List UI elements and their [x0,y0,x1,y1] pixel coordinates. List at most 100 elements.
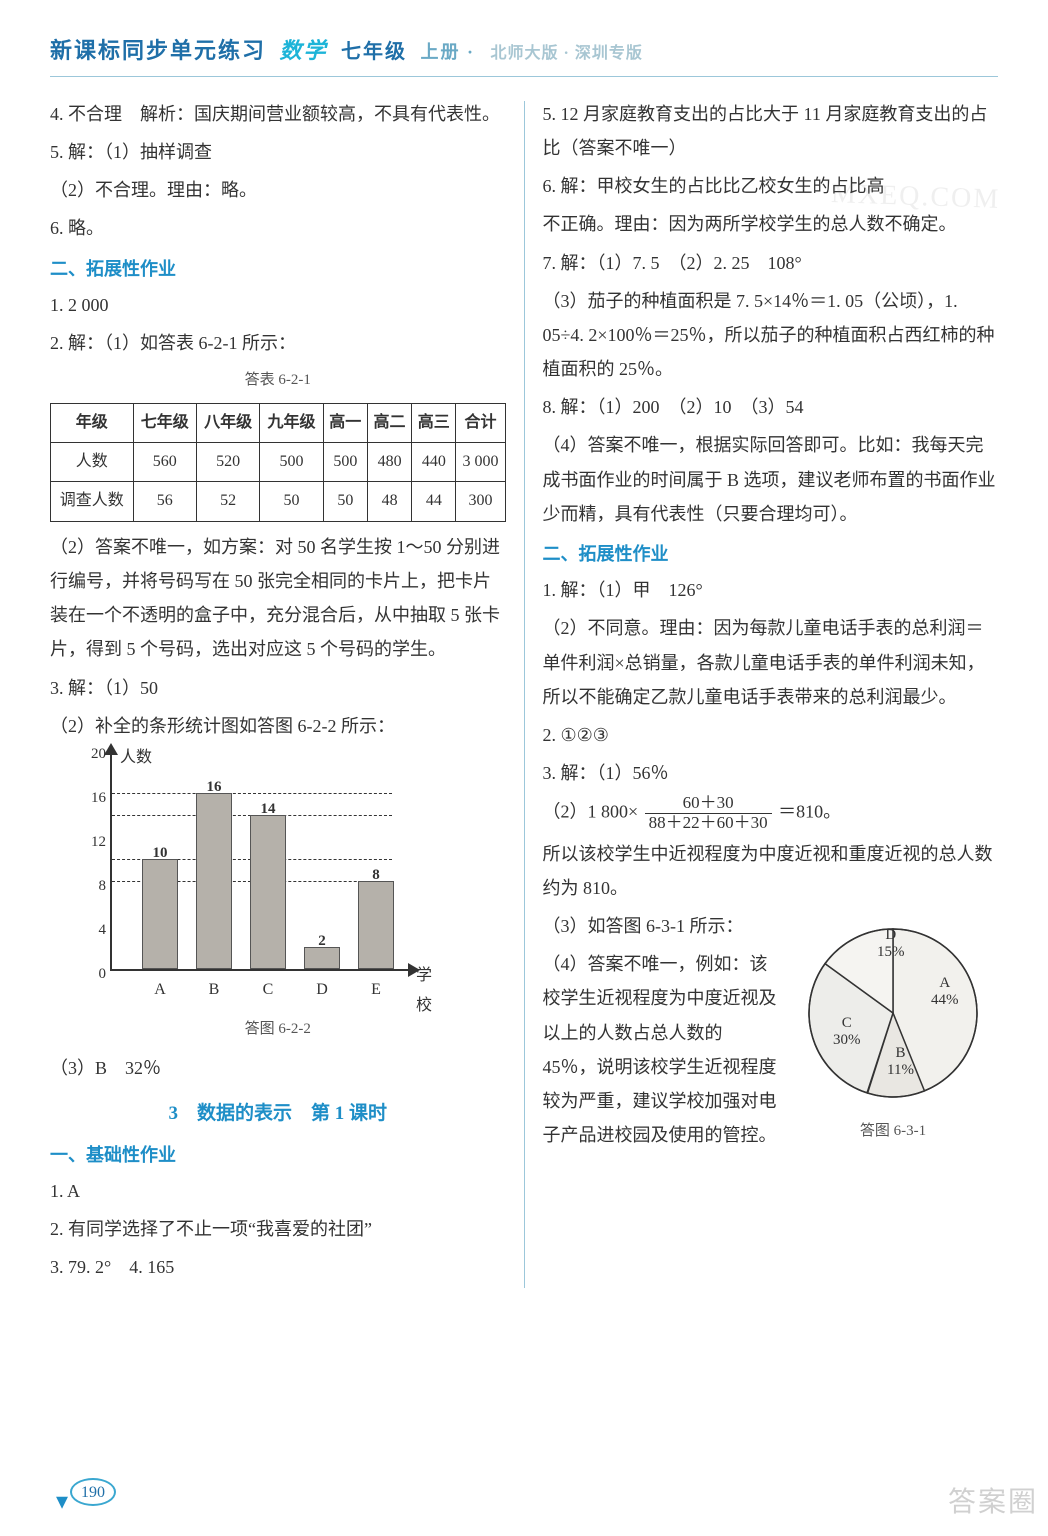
watermark-url: MXEQ.COM [830,167,1001,226]
barchart-caption: 答图 6-2-2 [50,1015,506,1044]
t1a: 1. 解：（1）甲 126° [542,573,998,607]
page-number: 190 [70,1478,116,1506]
table-cell: 3 000 [456,443,505,482]
r7b: （3）茄子的种植面积是 7. 5×14％＝1. 05（公顷），1. 05÷4. … [542,284,998,387]
y-tick-label: 12 [78,828,106,857]
x-tick-label: C [250,975,286,1005]
book-header: 新课标同步单元练习 数学 七年级 上册 · 北师大版 · 深圳专版 [50,30,998,72]
x-tick-label: E [358,975,394,1005]
y-tick-label: 0 [78,960,106,989]
bar-value-label: 10 [142,839,178,868]
basic-2: 2. 有同学选择了不止一项“我喜爱的社团” [50,1212,506,1246]
basic-3-4: 3. 79. 2° 4. 165 [50,1250,506,1284]
bar [196,793,232,969]
y-axis-arrow-icon [104,743,118,755]
page-number-badge: ▾ 190 [70,1474,120,1514]
section-extend-left: 二、拓展性作业 [50,252,506,286]
column-divider [524,101,525,1289]
table-cell: 56 [133,482,196,521]
bar-chart-6-2-2: 人数 学校 04812162010A16B14C2D8E [70,749,430,1009]
table-cell: 50 [260,482,323,521]
ext-3c: （3）B 32％ [50,1051,506,1085]
table-cell: 人数 [51,443,134,482]
table-cell: 调查人数 [51,482,134,521]
frac-prefix: （2）1 800× [542,802,638,822]
table-col-header: 八年级 [196,403,259,442]
ext-1: 1. 2 000 [50,288,506,322]
bar-value-label: 8 [358,861,394,890]
header-volume: 上册 · [421,42,476,62]
y-tick-label: 4 [78,916,106,945]
page-arrow-icon: ▾ [56,1480,68,1526]
ext-2a: 2. 解：（1）如答表 6-2-1 所示： [50,326,506,360]
right-column: 5. 12 月家庭教育支出的占比大于 11 月家庭教育支出的占比（答案不唯一） … [542,97,998,1289]
y-axis-label: 人数 [120,743,152,773]
table-cell: 50 [323,482,367,521]
q5-2: （2）不合理。理由：略。 [50,173,506,207]
r5: 5. 12 月家庭教育支出的占比大于 11 月家庭教育支出的占比（答案不唯一） [542,97,998,165]
x-axis [110,969,410,971]
table-header-row: 年级七年级八年级九年级高一高二高三合计 [51,403,506,442]
table-col-header: 年级 [51,403,134,442]
table-col-header: 九年级 [260,403,323,442]
table-row: 调查人数565250504844300 [51,482,506,521]
chapter-title: 3 数据的表示 第 1 课时 [50,1096,506,1132]
pie-label-c: C30% [833,1015,861,1050]
t3a: 3. 解：（1）56％ [542,756,998,790]
fraction-numerator: 60＋30 [645,794,772,814]
table-cell: 560 [133,443,196,482]
bar [358,881,394,969]
t2: 2. ①②③ [542,718,998,752]
basic-1: 1. A [50,1174,506,1208]
watermark-text: 答案圈 [948,1475,1038,1528]
table-col-header: 七年级 [133,403,196,442]
x-tick-label: B [196,975,232,1005]
left-column: 4. 不合理 解析：国庆期间营业额较高，不具有代表性。 5. 解：（1）抽样调查… [50,97,506,1289]
table-cell: 44 [412,482,456,521]
bar-value-label: 14 [250,795,286,824]
section-extend-right: 二、拓展性作业 [542,537,998,571]
header-subject: 数学 [280,38,328,63]
t3b2: 所以该校学生中近视程度为中度近视和重度近视的总人数约为 810。 [542,837,998,905]
header-grade: 七年级 [341,41,407,63]
gridline-dash [112,793,392,794]
table-cell: 52 [196,482,259,521]
table-cell: 500 [323,443,367,482]
section-basic: 一、基础性作业 [50,1138,506,1172]
pie-chart-6-3-1: A44% B11% C30% D15% [793,913,993,1113]
pie-chart-block: A44% B11% C30% D15% 答图 6-3-1 [788,913,998,1154]
table-cell: 480 [367,443,411,482]
table-cell: 500 [260,443,323,482]
table-col-header: 合计 [456,403,505,442]
q6: 6. 略。 [50,211,506,245]
t3-fraction-line: （2）1 800× 60＋30 88＋22＋60＋30 ＝810。 [542,794,998,832]
t1b: （2）不同意。理由：因为每款儿童电话手表的总利润＝单件利润×总销量，各款儿童电话… [542,611,998,714]
header-divider [50,76,998,77]
table-caption: 答表 6-2-1 [50,366,506,395]
ext-2b: （2）答案不唯一，如方案：对 50 名学生按 1～50 分别进行编号，并将号码写… [50,530,506,667]
table-row: 人数5605205005004804403 000 [51,443,506,482]
ext-3b: （2）补全的条形统计图如答图 6-2-2 所示： [50,709,506,743]
table-6-2-1: 年级七年级八年级九年级高一高二高三合计 人数560520500500480440… [50,403,506,522]
x-tick-label: A [142,975,178,1005]
bar-value-label: 16 [196,773,232,802]
table-cell: 48 [367,482,411,521]
table-col-header: 高三 [412,403,456,442]
r7a: 7. 解：（1）7. 5 （2）2. 25 108° [542,246,998,280]
x-axis-label: 学校 [416,961,432,1022]
bar-value-label: 2 [304,927,340,956]
x-tick-label: D [304,975,340,1005]
ext-3a: 3. 解：（1）50 [50,671,506,705]
pie-caption: 答图 6-3-1 [788,1117,998,1146]
bar [250,815,286,969]
y-tick-label: 8 [78,872,106,901]
r8a: 8. 解：（1）200 （2）10 （3）54 [542,390,998,424]
header-version: 北师大版 · 深圳专版 [491,45,643,62]
header-main: 新课标同步单元练习 [50,38,266,63]
fraction: 60＋30 88＋22＋60＋30 [645,794,772,832]
table-cell: 440 [412,443,456,482]
table-col-header: 高二 [367,403,411,442]
pie-label-d: D15% [877,927,905,962]
q4: 4. 不合理 解析：国庆期间营业额较高，不具有代表性。 [50,97,506,131]
table-cell: 520 [196,443,259,482]
